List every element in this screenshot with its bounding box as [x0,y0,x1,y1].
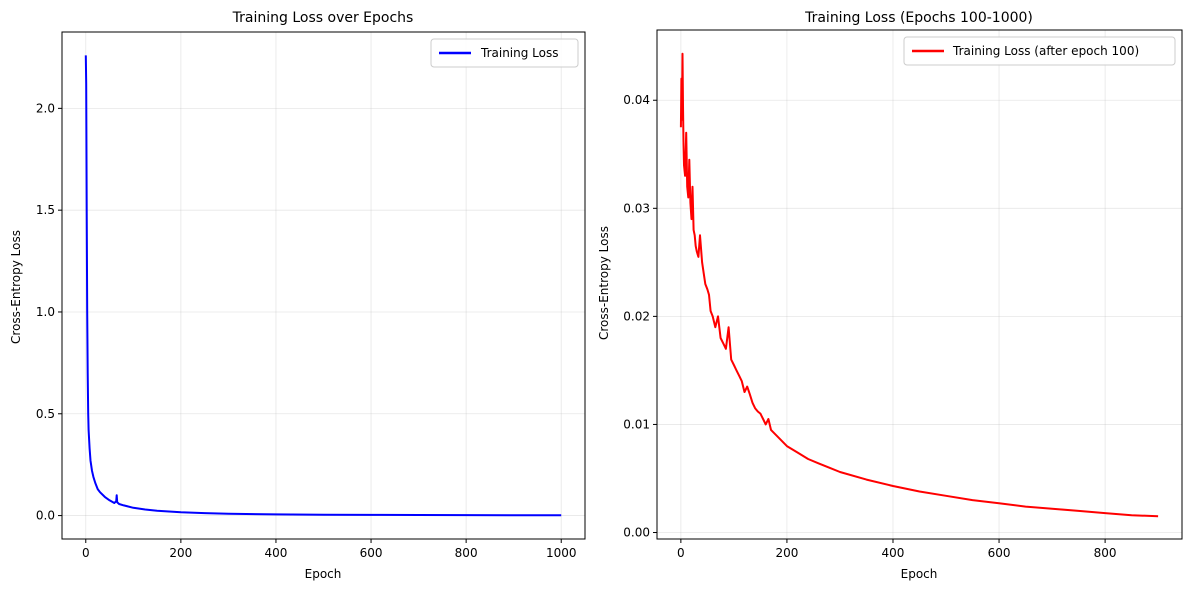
left-chart-panel: Training Loss over Epochs Epoch Cross-En… [9,10,586,581]
left-loss-series-line [84,55,562,517]
right-chart-lines [679,52,1159,518]
right-legend-box [903,36,1176,66]
left-chart-xlabel: Epoch [305,567,342,581]
right-x-tick-label: 400 [882,546,905,560]
left-y-tick-label: 1.0 [36,305,55,319]
left-x-tick-label: 1000 [546,546,577,560]
left-legend-label: Training Loss [480,46,558,60]
right-chart-title: Training Loss (Epochs 100-1000) [804,10,1033,26]
right-chart-xticks: 0 200 400 600 800 [677,539,1117,560]
right-chart-ylabel: Cross-Entropy Loss [597,226,611,340]
right-x-tick-label: 200 [775,546,798,560]
left-y-tick-label: 2.0 [36,101,55,115]
left-chart-legend: Training Loss [430,38,579,68]
left-chart-yticks: 0.0 0.5 1.0 1.5 2.0 [36,101,62,523]
right-chart-plot-area [656,29,1183,540]
left-y-tick-label: 0.5 [36,407,55,421]
right-chart-legend: Training Loss (after epoch 100) [903,36,1176,66]
left-x-tick-label: 0 [82,546,90,560]
right-x-tick-label: 600 [988,546,1011,560]
right-chart-yticks: 0.00 0.01 0.02 0.03 0.04 [623,93,657,540]
left-x-tick-label: 400 [265,546,288,560]
right-chart-xlabel: Epoch [901,567,938,581]
left-chart-ylabel: Cross-Entropy Loss [9,230,23,344]
right-chart-panel: Training Loss (Epochs 100-1000) Epoch Cr… [597,10,1183,581]
right-x-tick-label: 0 [677,546,685,560]
left-x-tick-label: 200 [169,546,192,560]
left-legend-box [430,38,579,68]
right-legend-label: Training Loss (after epoch 100) [952,44,1139,58]
left-chart-lines [84,55,562,517]
left-x-tick-label: 600 [360,546,383,560]
left-chart-title: Training Loss over Epochs [232,10,414,26]
left-x-tick-label: 800 [455,546,478,560]
right-y-tick-label: 0.02 [623,309,650,323]
right-y-tick-label: 0.01 [623,417,650,431]
left-chart-plot-area [61,31,586,540]
right-chart-grid [657,30,1182,539]
right-loss-series-line [679,52,1159,518]
left-y-tick-label: 0.0 [36,509,55,523]
right-y-tick-label: 0.03 [623,201,650,215]
right-x-tick-label: 800 [1094,546,1117,560]
left-chart-xticks: 0 200 400 600 800 1000 [82,539,577,560]
left-chart-grid [62,32,585,539]
right-y-tick-label: 0.04 [623,93,650,107]
left-y-tick-label: 1.5 [36,203,55,217]
right-y-tick-label: 0.00 [623,526,650,540]
